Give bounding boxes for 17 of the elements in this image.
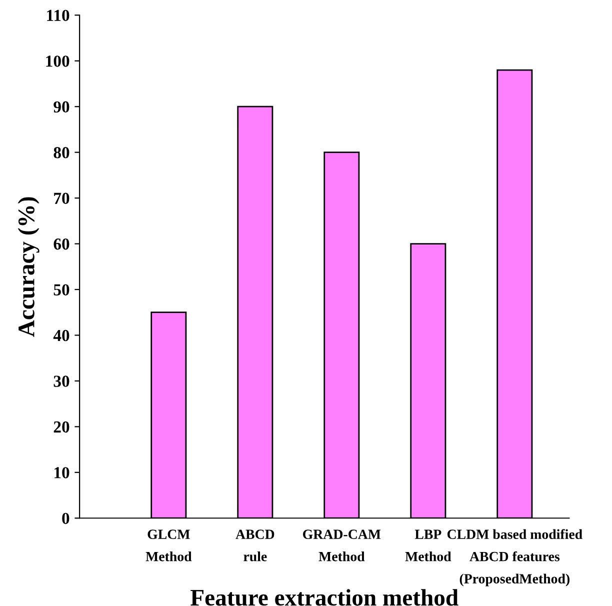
x-tick-label: ABCD rule bbox=[236, 530, 274, 562]
x-tick-label: GRAD-CAM Method bbox=[302, 530, 381, 562]
y-tick-label: 80 bbox=[54, 147, 70, 158]
y-tick-label: 20 bbox=[54, 421, 70, 433]
y-tick-label: 40 bbox=[53, 330, 70, 342]
y-tick-label: 30 bbox=[54, 376, 70, 387]
y-tick-label: 100 bbox=[46, 56, 70, 67]
x-axis-title: Feature extraction method bbox=[190, 589, 458, 606]
y-tick-label: 0 bbox=[62, 512, 70, 524]
y-tick-label: 10 bbox=[54, 467, 70, 478]
y-axis-title: Accuracy (%) bbox=[18, 197, 40, 337]
y-tick-label: 60 bbox=[54, 238, 70, 250]
y-tick-label: 110 bbox=[47, 10, 70, 22]
y-tick-label: 90 bbox=[54, 101, 70, 113]
y-tick-label: 50 bbox=[54, 284, 70, 296]
x-tick-label: GLCM Method bbox=[146, 530, 192, 562]
y-tick-label: 70 bbox=[54, 192, 70, 204]
